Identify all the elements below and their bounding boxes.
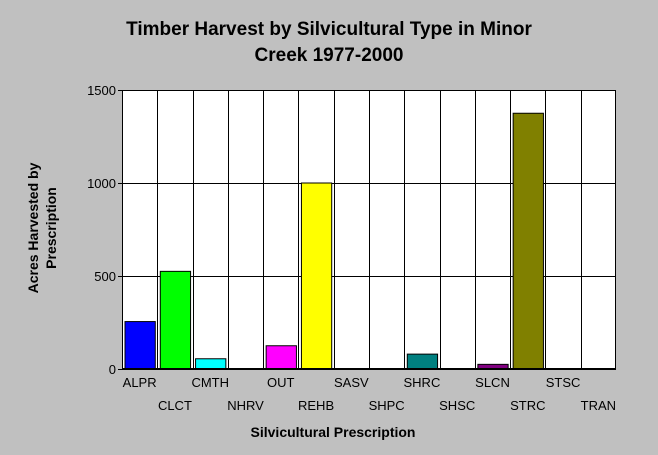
x-tick-label: SHPC [369, 398, 405, 413]
y-tick-label: 500 [94, 269, 116, 284]
x-tick-label: REHB [298, 398, 334, 413]
x-tick-label: ALPR [123, 375, 157, 390]
x-tick-label: SHSC [439, 398, 475, 413]
x-tick-label: SHRC [404, 375, 441, 390]
bar-out [265, 345, 297, 370]
x-tick-label: STRC [510, 398, 545, 413]
x-axis-title: Silvicultural Prescription [251, 424, 416, 440]
bar-cmth [195, 358, 227, 370]
bar-strc [512, 112, 544, 370]
bar-rehb [300, 182, 333, 370]
axis-layer: 050010001500ALPRCLCTCMTHNHRVOUTREHBSASVS… [87, 83, 616, 413]
chart-title-line2: Creek 1977-2000 [254, 45, 404, 66]
bar-clct [159, 270, 192, 370]
x-tick-label: CMTH [191, 375, 229, 390]
x-tick-label: SLCN [475, 375, 510, 390]
x-tick-label: NHRV [227, 398, 264, 413]
bar-shrc [406, 353, 439, 370]
y-tick-label: 1000 [87, 176, 116, 191]
y-tick-label: 1500 [87, 83, 116, 98]
x-tick-label: TRAN [581, 398, 616, 413]
y-axis-title-line1: Acres Harvested by [25, 162, 41, 293]
bar-alpr [124, 321, 156, 370]
y-tick-label: 0 [109, 362, 116, 377]
x-tick-label: STSC [546, 375, 581, 390]
x-tick-label: CLCT [158, 398, 192, 413]
x-tick-label: SASV [334, 375, 369, 390]
y-axis-title-line2: Prescription [43, 187, 59, 269]
x-tick-label: OUT [267, 375, 295, 390]
plot-border [122, 90, 616, 369]
bar-layer [124, 112, 544, 370]
chart-title-line1: Timber Harvest by Silvicultural Type in … [126, 19, 532, 40]
